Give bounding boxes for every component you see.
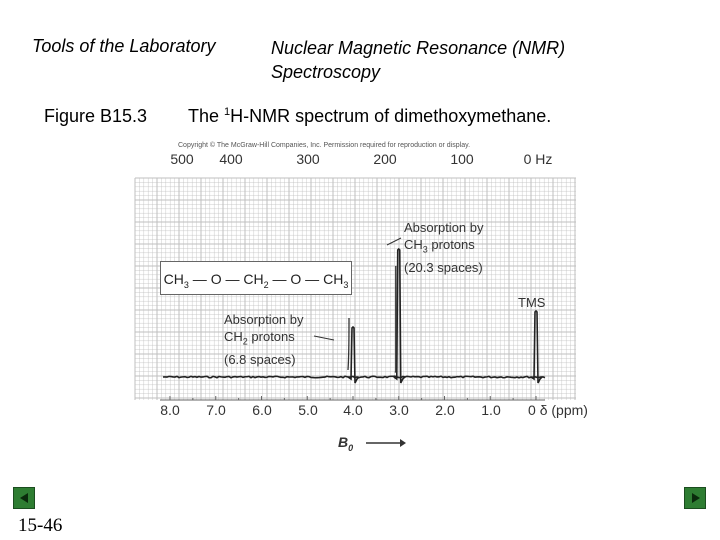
ppm-tick-label: 7.0 xyxy=(206,402,226,418)
annotation-text: CH xyxy=(224,329,243,344)
dimethoxymethane-structure: CH3 — O — CH2 — O — CH3 xyxy=(160,261,352,295)
annotation-line: Absorption by xyxy=(404,220,484,235)
ch3-subscript: 3 xyxy=(343,279,349,290)
oxygen-atom: O xyxy=(210,271,222,287)
oxygen-atom: O xyxy=(290,271,302,287)
title-left: Tools of the Laboratory xyxy=(32,36,216,56)
annotation-text: CH xyxy=(404,237,423,252)
next-slide-button[interactable] xyxy=(684,487,706,509)
ch3-group: CH xyxy=(163,271,184,287)
hz-tick-label: 200 xyxy=(373,151,397,167)
hz-tick-label: 0 Hz xyxy=(523,151,553,167)
bond-line: — xyxy=(221,271,244,287)
ch2-leader-line xyxy=(313,335,335,341)
annotation-line: CH3 protons xyxy=(404,236,484,259)
annotation-subscript: 3 xyxy=(422,244,428,255)
annotation-subscript: 2 xyxy=(242,336,248,347)
previous-slide-button[interactable] xyxy=(13,487,35,509)
annotation-text: protons xyxy=(427,237,475,252)
field-label: B0 xyxy=(338,434,353,453)
ch3-group: CH xyxy=(323,271,344,287)
ppm-tick-label: 3.0 xyxy=(389,402,409,418)
figure-caption: The 1H-NMR spectrum of dimethoxymethane. xyxy=(188,106,551,127)
annotation-line: (20.3 spaces) xyxy=(404,259,483,275)
peak-ch2 xyxy=(347,325,360,384)
title-right-line2: Spectroscopy xyxy=(271,62,381,82)
caption-superscript: 1 xyxy=(224,106,231,118)
annotation-line: (6.8 spaces) xyxy=(224,351,296,367)
bond-line: — xyxy=(301,271,324,287)
hz-tick-label: 300 xyxy=(296,151,320,167)
annotation-line: Absorption by xyxy=(224,312,304,327)
peak-tms xyxy=(530,309,543,384)
ch3-leader-line xyxy=(386,237,402,246)
annotation-line: CH2 protons xyxy=(224,328,304,351)
slide-number: 15-46 xyxy=(18,515,63,536)
integration-curve-ch2 xyxy=(347,318,350,371)
ch2-group: CH xyxy=(243,271,264,287)
ppm-tick-label: 5.0 xyxy=(298,402,318,418)
ppm-axis xyxy=(160,396,545,401)
ppm-ticks xyxy=(169,396,537,400)
figure-label: Figure B15.3 xyxy=(44,106,148,126)
bond-line: — xyxy=(188,271,211,287)
caption-prefix: The xyxy=(188,106,225,126)
ppm-tick-label: 2.0 xyxy=(435,402,455,418)
field-arrow-head xyxy=(400,439,406,447)
hz-tick-label: 500 xyxy=(170,151,194,167)
field-symbol: B xyxy=(338,434,349,450)
hz-tick-label: 400 xyxy=(219,151,243,167)
triangle-left-icon xyxy=(20,493,28,503)
peak-ch3 xyxy=(393,247,406,384)
title-right: Nuclear Magnetic Resonance (NMR) Spectro… xyxy=(271,36,565,84)
bond-line: — xyxy=(268,271,291,287)
ppm-tick-label: 8.0 xyxy=(160,402,180,418)
ch2-subscript: 2 xyxy=(263,279,269,290)
hz-tick-label: 100 xyxy=(450,151,474,167)
ch2-annotation: Absorption by CH2 protons (6.8 spaces) xyxy=(224,311,304,368)
annotation-text: protons xyxy=(247,329,295,344)
triangle-right-icon xyxy=(692,493,700,503)
title-right-line1: Nuclear Magnetic Resonance (NMR) xyxy=(271,38,566,58)
ch3-subscript: 3 xyxy=(183,279,189,290)
ppm-tick-label: 1.0 xyxy=(481,402,501,418)
ppm-tick-label: 4.0 xyxy=(343,402,363,418)
integration-curve-ch3 xyxy=(394,266,397,373)
field-subscript: 0 xyxy=(348,442,354,453)
caption-rest: H-NMR spectrum of dimethoxymethane. xyxy=(230,106,552,126)
ch3-annotation: Absorption by CH3 protons (20.3 spaces) xyxy=(404,219,484,276)
ppm-tick-label: 6.0 xyxy=(252,402,272,418)
baseline-trace xyxy=(162,375,546,379)
copyright-notice: Copyright © The McGraw-Hill Companies, I… xyxy=(178,142,471,149)
ppm-tick-label: 0 δ (ppm) xyxy=(528,402,588,418)
tms-label: TMS xyxy=(518,295,546,310)
